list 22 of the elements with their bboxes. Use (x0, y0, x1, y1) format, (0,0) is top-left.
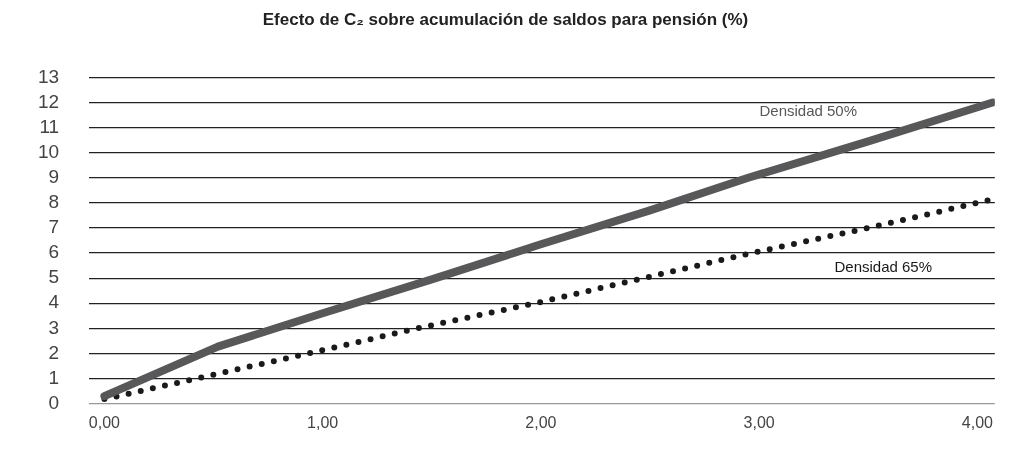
x-tick-label: 0,00 (88, 413, 121, 431)
y-tick-label: 0 (48, 391, 60, 413)
y-tick-label: 2 (48, 341, 60, 363)
y-tick-label: 7 (48, 216, 60, 238)
x-tick-label: 1,00 (307, 413, 339, 431)
chart-title: Efecto de C₂ sobre acumulación de saldos para pensión (%) (261, 9, 750, 31)
series-label: Densidad 50% (759, 101, 858, 119)
x-tick-label: 2,00 (525, 413, 557, 431)
y-tick-label: 13 (37, 65, 60, 87)
y-tick-label: 8 (48, 191, 60, 213)
y-tick-label: 11 (39, 115, 60, 137)
y-tick-label: 1 (48, 366, 60, 388)
x-tick-label: 3,00 (743, 413, 775, 431)
y-tick-label: 6 (48, 241, 60, 263)
x-tick-label: 4,00 (961, 413, 994, 431)
y-tick-label: 10 (37, 140, 60, 162)
y-tick-label: 9 (48, 166, 60, 187)
y-tick-label: 5 (48, 266, 60, 288)
series-label: Densidad 65% (834, 258, 933, 276)
y-tick-label: 12 (37, 90, 60, 112)
y-tick-label: 3 (48, 316, 60, 338)
y-tick-label: 4 (48, 291, 60, 313)
